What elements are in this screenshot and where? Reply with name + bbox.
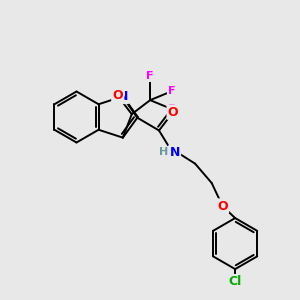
- Text: O: O: [112, 89, 123, 102]
- Text: O: O: [168, 106, 178, 118]
- Text: H: H: [159, 147, 169, 157]
- Text: N: N: [118, 90, 128, 103]
- Text: N: N: [169, 146, 180, 159]
- Text: F: F: [146, 71, 154, 81]
- Text: F: F: [168, 86, 176, 96]
- Text: F: F: [168, 104, 176, 114]
- Text: Cl: Cl: [229, 275, 242, 288]
- Text: O: O: [217, 200, 228, 213]
